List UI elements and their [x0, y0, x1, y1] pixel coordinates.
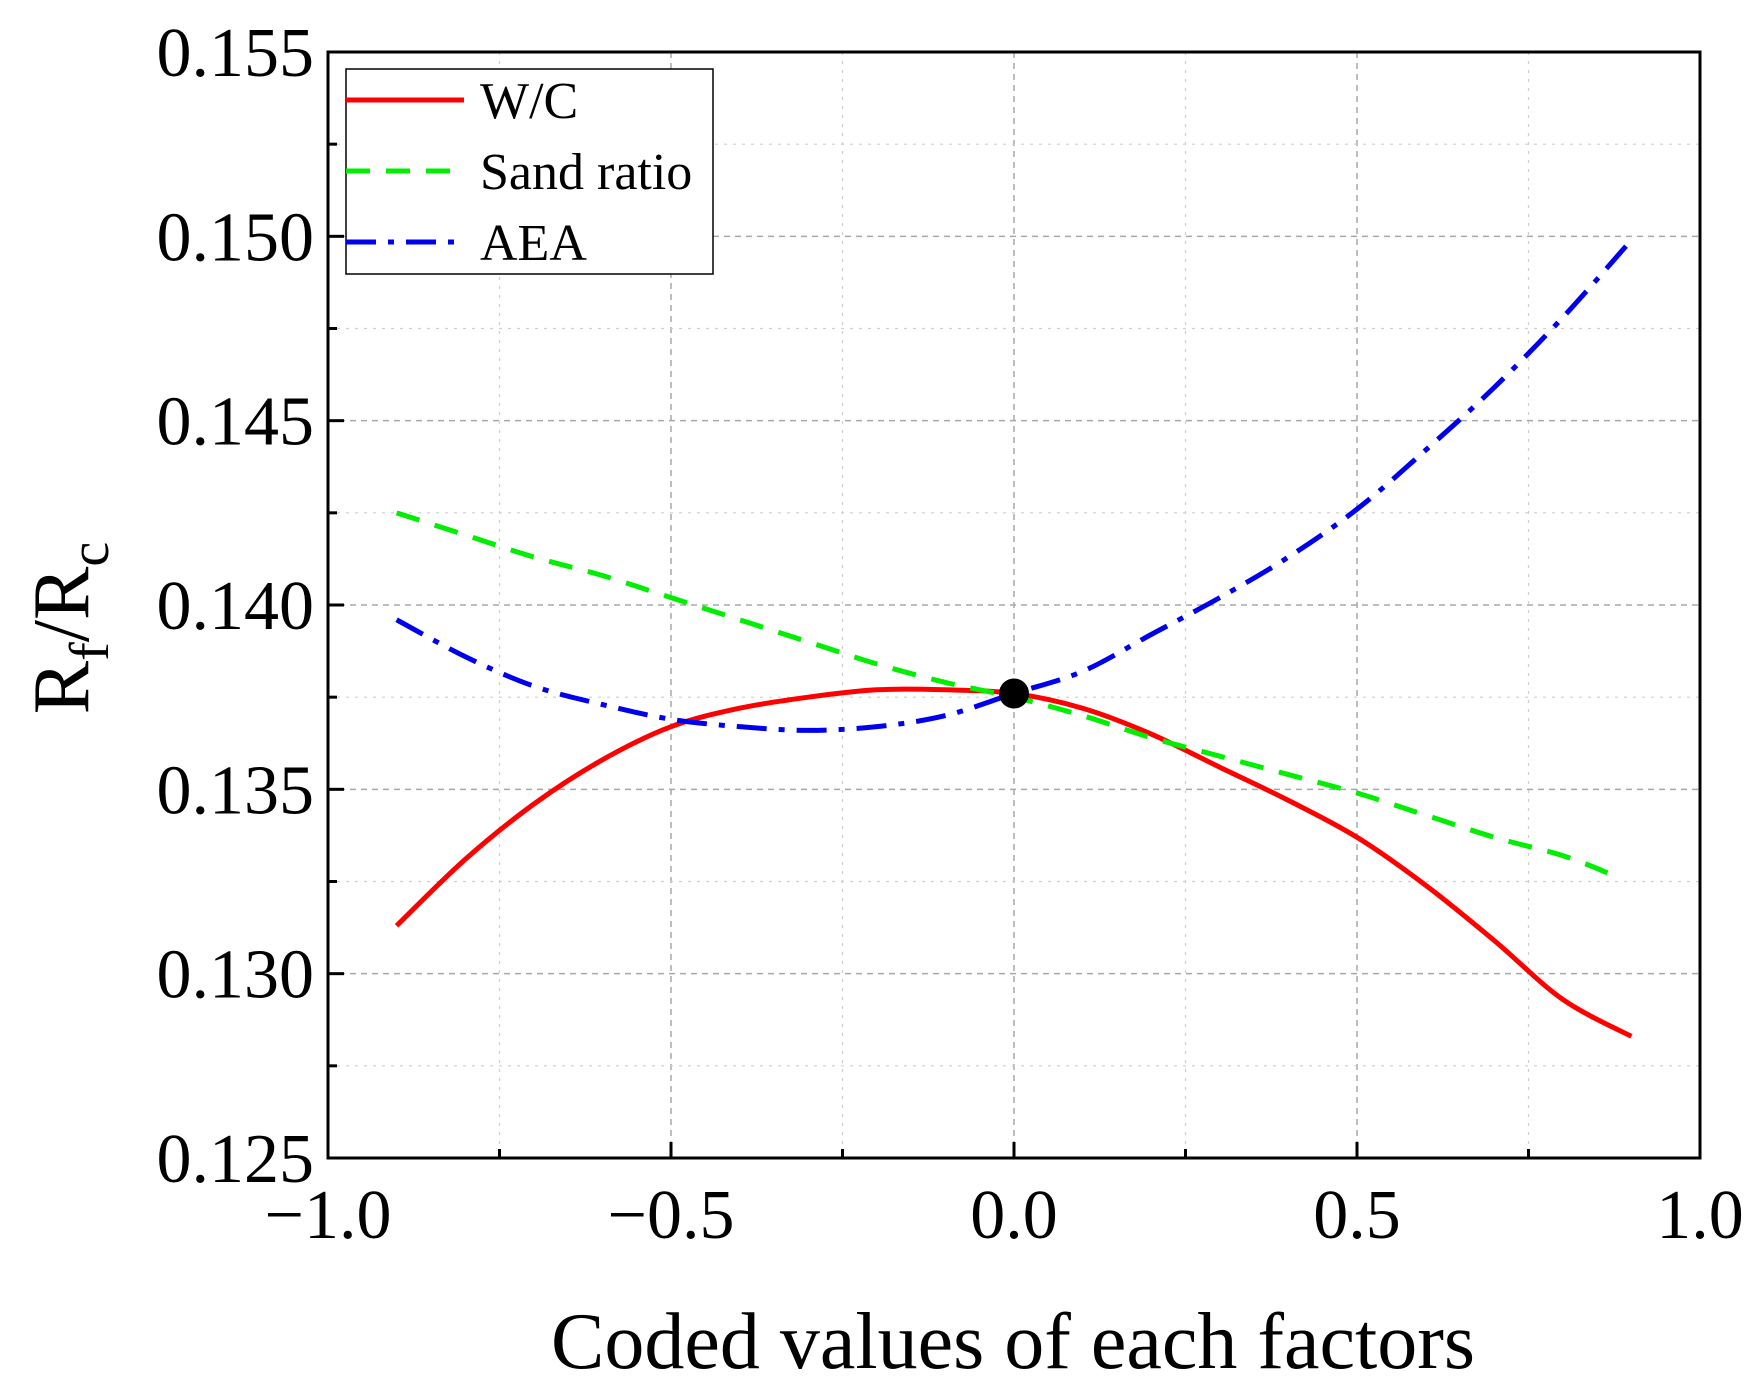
legend-items: W/C Sand ratio AEA [346, 73, 692, 272]
legend-label-aea: AEA [480, 215, 587, 272]
y-tick-label: 0.140 [157, 568, 315, 645]
y-tick-label: 0.135 [157, 752, 315, 829]
grid-layer [328, 52, 1700, 1158]
x-tick-label: −0.5 [608, 1177, 735, 1254]
y-axis-title-slash: /R [18, 566, 106, 642]
series-line-aea [395, 238, 1634, 733]
tick-layer [326, 50, 1702, 1160]
y-axis-title-main: R [18, 660, 106, 714]
y-axis-title: Rf/Rc [18, 542, 121, 714]
y-tick-label: 0.155 [157, 15, 315, 92]
tick-label-layer: −1.0 −0.5 0.0 0.5 1.0 0.125 0.130 0.135 0.140 0.1… [157, 15, 1744, 1254]
y-tick-label: 0.125 [157, 1121, 315, 1198]
y-axis-title-sub1: f [59, 642, 121, 661]
legend-label-w-c: W/C [480, 73, 578, 130]
legend: W/C Sand ratio AEA [345, 68, 714, 275]
legend-label-sand-ratio: Sand ratio [480, 144, 692, 201]
x-axis-title: Coded values of each factors [551, 1298, 1475, 1386]
y-tick-label: 0.130 [157, 937, 315, 1014]
x-tick-label: 0.5 [1313, 1177, 1401, 1254]
center-point-marker [999, 678, 1029, 709]
x-tick-label: 1.0 [1656, 1177, 1744, 1254]
annotation-layer [999, 678, 1029, 709]
x-tick-label: −1.0 [265, 1177, 392, 1254]
y-tick-label: 0.150 [157, 199, 315, 276]
x-tick-label: 0.0 [970, 1177, 1058, 1254]
y-axis-title-sub2: c [59, 542, 121, 567]
y-tick-label: 0.145 [157, 384, 315, 461]
